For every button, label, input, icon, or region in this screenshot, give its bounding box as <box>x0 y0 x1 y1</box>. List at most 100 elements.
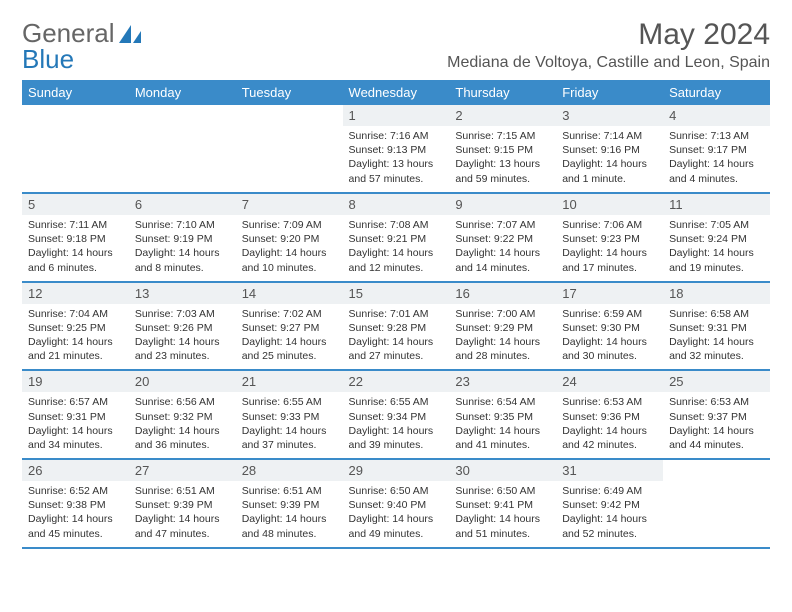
calendar-day-cell: 16Sunrise: 7:00 AMSunset: 9:29 PMDayligh… <box>449 282 556 371</box>
calendar-day-cell: 17Sunrise: 6:59 AMSunset: 9:30 PMDayligh… <box>556 282 663 371</box>
day-number: 30 <box>449 460 556 481</box>
title-block: May 2024 Mediana de Voltoya, Castille an… <box>447 18 770 72</box>
month-title: May 2024 <box>447 18 770 52</box>
day-details: Sunrise: 7:11 AMSunset: 9:18 PMDaylight:… <box>22 215 129 281</box>
page-header: General May 2024 Mediana de Voltoya, Cas… <box>22 18 770 72</box>
day-details: Sunrise: 6:49 AMSunset: 9:42 PMDaylight:… <box>556 481 663 547</box>
calendar-day-cell: 5Sunrise: 7:11 AMSunset: 9:18 PMDaylight… <box>22 193 129 282</box>
weekday-header: Tuesday <box>236 80 343 105</box>
day-number: 23 <box>449 371 556 392</box>
calendar-day-cell: 3Sunrise: 7:14 AMSunset: 9:16 PMDaylight… <box>556 105 663 193</box>
day-number: 22 <box>343 371 450 392</box>
day-details: Sunrise: 7:08 AMSunset: 9:21 PMDaylight:… <box>343 215 450 281</box>
day-number: 3 <box>556 105 663 126</box>
day-details: Sunrise: 6:57 AMSunset: 9:31 PMDaylight:… <box>22 392 129 458</box>
day-details: Sunrise: 6:53 AMSunset: 9:36 PMDaylight:… <box>556 392 663 458</box>
day-details: Sunrise: 6:52 AMSunset: 9:38 PMDaylight:… <box>22 481 129 547</box>
calendar-table: SundayMondayTuesdayWednesdayThursdayFrid… <box>22 80 770 549</box>
weekday-header: Friday <box>556 80 663 105</box>
day-number: 31 <box>556 460 663 481</box>
day-details: Sunrise: 6:55 AMSunset: 9:34 PMDaylight:… <box>343 392 450 458</box>
calendar-day-cell: 9Sunrise: 7:07 AMSunset: 9:22 PMDaylight… <box>449 193 556 282</box>
calendar-day-cell: 10Sunrise: 7:06 AMSunset: 9:23 PMDayligh… <box>556 193 663 282</box>
day-details: Sunrise: 7:03 AMSunset: 9:26 PMDaylight:… <box>129 304 236 370</box>
day-number: 6 <box>129 194 236 215</box>
calendar-day-cell: 12Sunrise: 7:04 AMSunset: 9:25 PMDayligh… <box>22 282 129 371</box>
day-details: Sunrise: 6:50 AMSunset: 9:40 PMDaylight:… <box>343 481 450 547</box>
calendar-day-cell: 28Sunrise: 6:51 AMSunset: 9:39 PMDayligh… <box>236 459 343 548</box>
day-number: 29 <box>343 460 450 481</box>
calendar-day-cell: 4Sunrise: 7:13 AMSunset: 9:17 PMDaylight… <box>663 105 770 193</box>
day-details: Sunrise: 6:58 AMSunset: 9:31 PMDaylight:… <box>663 304 770 370</box>
calendar-day-cell: 25Sunrise: 6:53 AMSunset: 9:37 PMDayligh… <box>663 370 770 459</box>
day-number: 2 <box>449 105 556 126</box>
brand-part2: Blue <box>22 44 74 75</box>
weekday-header: Saturday <box>663 80 770 105</box>
day-details: Sunrise: 7:09 AMSunset: 9:20 PMDaylight:… <box>236 215 343 281</box>
calendar-day-cell: 1Sunrise: 7:16 AMSunset: 9:13 PMDaylight… <box>343 105 450 193</box>
weekday-header: Thursday <box>449 80 556 105</box>
calendar-day-cell: 26Sunrise: 6:52 AMSunset: 9:38 PMDayligh… <box>22 459 129 548</box>
calendar-day-cell <box>236 105 343 193</box>
calendar-head: SundayMondayTuesdayWednesdayThursdayFrid… <box>22 80 770 105</box>
calendar-week-row: 26Sunrise: 6:52 AMSunset: 9:38 PMDayligh… <box>22 459 770 548</box>
day-number: 10 <box>556 194 663 215</box>
day-details: Sunrise: 6:59 AMSunset: 9:30 PMDaylight:… <box>556 304 663 370</box>
day-number: 27 <box>129 460 236 481</box>
day-number: 14 <box>236 283 343 304</box>
calendar-day-cell <box>22 105 129 193</box>
day-number: 13 <box>129 283 236 304</box>
day-number: 19 <box>22 371 129 392</box>
calendar-day-cell: 23Sunrise: 6:54 AMSunset: 9:35 PMDayligh… <box>449 370 556 459</box>
day-number: 18 <box>663 283 770 304</box>
day-number: 1 <box>343 105 450 126</box>
calendar-week-row: 19Sunrise: 6:57 AMSunset: 9:31 PMDayligh… <box>22 370 770 459</box>
day-number: 15 <box>343 283 450 304</box>
day-number: 7 <box>236 194 343 215</box>
day-details: Sunrise: 6:55 AMSunset: 9:33 PMDaylight:… <box>236 392 343 458</box>
calendar-day-cell: 30Sunrise: 6:50 AMSunset: 9:41 PMDayligh… <box>449 459 556 548</box>
day-details: Sunrise: 7:05 AMSunset: 9:24 PMDaylight:… <box>663 215 770 281</box>
calendar-day-cell: 15Sunrise: 7:01 AMSunset: 9:28 PMDayligh… <box>343 282 450 371</box>
calendar-day-cell: 8Sunrise: 7:08 AMSunset: 9:21 PMDaylight… <box>343 193 450 282</box>
calendar-day-cell: 22Sunrise: 6:55 AMSunset: 9:34 PMDayligh… <box>343 370 450 459</box>
calendar-day-cell: 18Sunrise: 6:58 AMSunset: 9:31 PMDayligh… <box>663 282 770 371</box>
day-number: 21 <box>236 371 343 392</box>
day-number: 5 <box>22 194 129 215</box>
calendar-body: 1Sunrise: 7:16 AMSunset: 9:13 PMDaylight… <box>22 105 770 548</box>
calendar-day-cell: 6Sunrise: 7:10 AMSunset: 9:19 PMDaylight… <box>129 193 236 282</box>
calendar-day-cell <box>663 459 770 548</box>
day-number: 9 <box>449 194 556 215</box>
day-number: 16 <box>449 283 556 304</box>
calendar-day-cell: 21Sunrise: 6:55 AMSunset: 9:33 PMDayligh… <box>236 370 343 459</box>
day-details: Sunrise: 7:16 AMSunset: 9:13 PMDaylight:… <box>343 126 450 192</box>
weekday-row: SundayMondayTuesdayWednesdayThursdayFrid… <box>22 80 770 105</box>
day-number: 26 <box>22 460 129 481</box>
day-details: Sunrise: 6:50 AMSunset: 9:41 PMDaylight:… <box>449 481 556 547</box>
day-details: Sunrise: 7:01 AMSunset: 9:28 PMDaylight:… <box>343 304 450 370</box>
day-number: 17 <box>556 283 663 304</box>
day-details: Sunrise: 6:53 AMSunset: 9:37 PMDaylight:… <box>663 392 770 458</box>
location-text: Mediana de Voltoya, Castille and Leon, S… <box>447 54 770 72</box>
day-number: 4 <box>663 105 770 126</box>
day-number: 12 <box>22 283 129 304</box>
calendar-week-row: 5Sunrise: 7:11 AMSunset: 9:18 PMDaylight… <box>22 193 770 282</box>
day-number: 11 <box>663 194 770 215</box>
day-number: 28 <box>236 460 343 481</box>
day-number: 25 <box>663 371 770 392</box>
calendar-day-cell: 31Sunrise: 6:49 AMSunset: 9:42 PMDayligh… <box>556 459 663 548</box>
calendar-day-cell: 24Sunrise: 6:53 AMSunset: 9:36 PMDayligh… <box>556 370 663 459</box>
day-details: Sunrise: 7:00 AMSunset: 9:29 PMDaylight:… <box>449 304 556 370</box>
calendar-day-cell: 27Sunrise: 6:51 AMSunset: 9:39 PMDayligh… <box>129 459 236 548</box>
calendar-day-cell: 19Sunrise: 6:57 AMSunset: 9:31 PMDayligh… <box>22 370 129 459</box>
calendar-week-row: 12Sunrise: 7:04 AMSunset: 9:25 PMDayligh… <box>22 282 770 371</box>
day-details: Sunrise: 7:02 AMSunset: 9:27 PMDaylight:… <box>236 304 343 370</box>
day-details: Sunrise: 7:07 AMSunset: 9:22 PMDaylight:… <box>449 215 556 281</box>
calendar-day-cell: 13Sunrise: 7:03 AMSunset: 9:26 PMDayligh… <box>129 282 236 371</box>
weekday-header: Sunday <box>22 80 129 105</box>
calendar-day-cell: 2Sunrise: 7:15 AMSunset: 9:15 PMDaylight… <box>449 105 556 193</box>
day-details: Sunrise: 6:54 AMSunset: 9:35 PMDaylight:… <box>449 392 556 458</box>
day-details: Sunrise: 7:10 AMSunset: 9:19 PMDaylight:… <box>129 215 236 281</box>
weekday-header: Wednesday <box>343 80 450 105</box>
day-details: Sunrise: 6:51 AMSunset: 9:39 PMDaylight:… <box>129 481 236 547</box>
